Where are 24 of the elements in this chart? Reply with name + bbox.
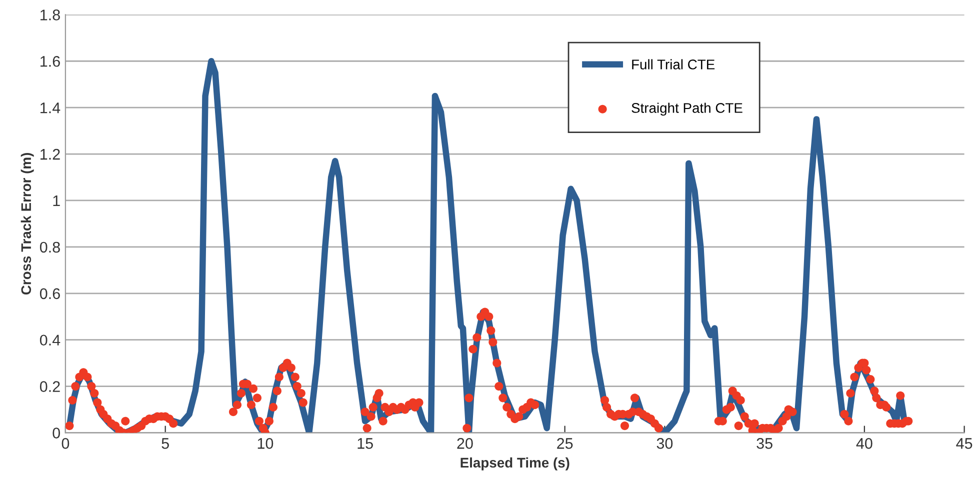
y-tick-label: 0.6 xyxy=(40,288,60,300)
legend-label: Full Trial CTE xyxy=(632,59,715,70)
x-tick-label: 25 xyxy=(557,438,573,449)
x-tick-label: 5 xyxy=(162,438,169,449)
x-tick-label: 20 xyxy=(457,438,473,449)
y-tick-label: 1.8 xyxy=(40,10,60,20)
y-axis-title: Cross Track Error (m) xyxy=(20,153,34,295)
x-tick-label: 0 xyxy=(62,438,70,449)
y-tick-label: 0.4 xyxy=(40,334,60,346)
y-tick-label: 1.6 xyxy=(40,56,60,67)
y-tick-label: 1.2 xyxy=(40,148,60,160)
y-tick-label: 0.2 xyxy=(40,381,60,392)
y-tick-label: 1.4 xyxy=(40,102,60,114)
x-tick-label: 35 xyxy=(756,438,772,449)
y-tick-label: 1 xyxy=(53,196,60,206)
legend-label: Straight Path CTE xyxy=(632,102,742,116)
y-tick-label: 0 xyxy=(52,428,60,438)
x-axis-title: Elapsed Time (s) xyxy=(460,457,570,470)
x-tick-label: 45 xyxy=(956,438,972,449)
x-tick-label: 40 xyxy=(856,438,872,449)
x-tick-label: 10 xyxy=(258,438,274,449)
x-tick-label: 30 xyxy=(656,438,673,449)
y-tick-label: 0.8 xyxy=(40,242,60,253)
x-tick-label: 15 xyxy=(358,438,373,449)
